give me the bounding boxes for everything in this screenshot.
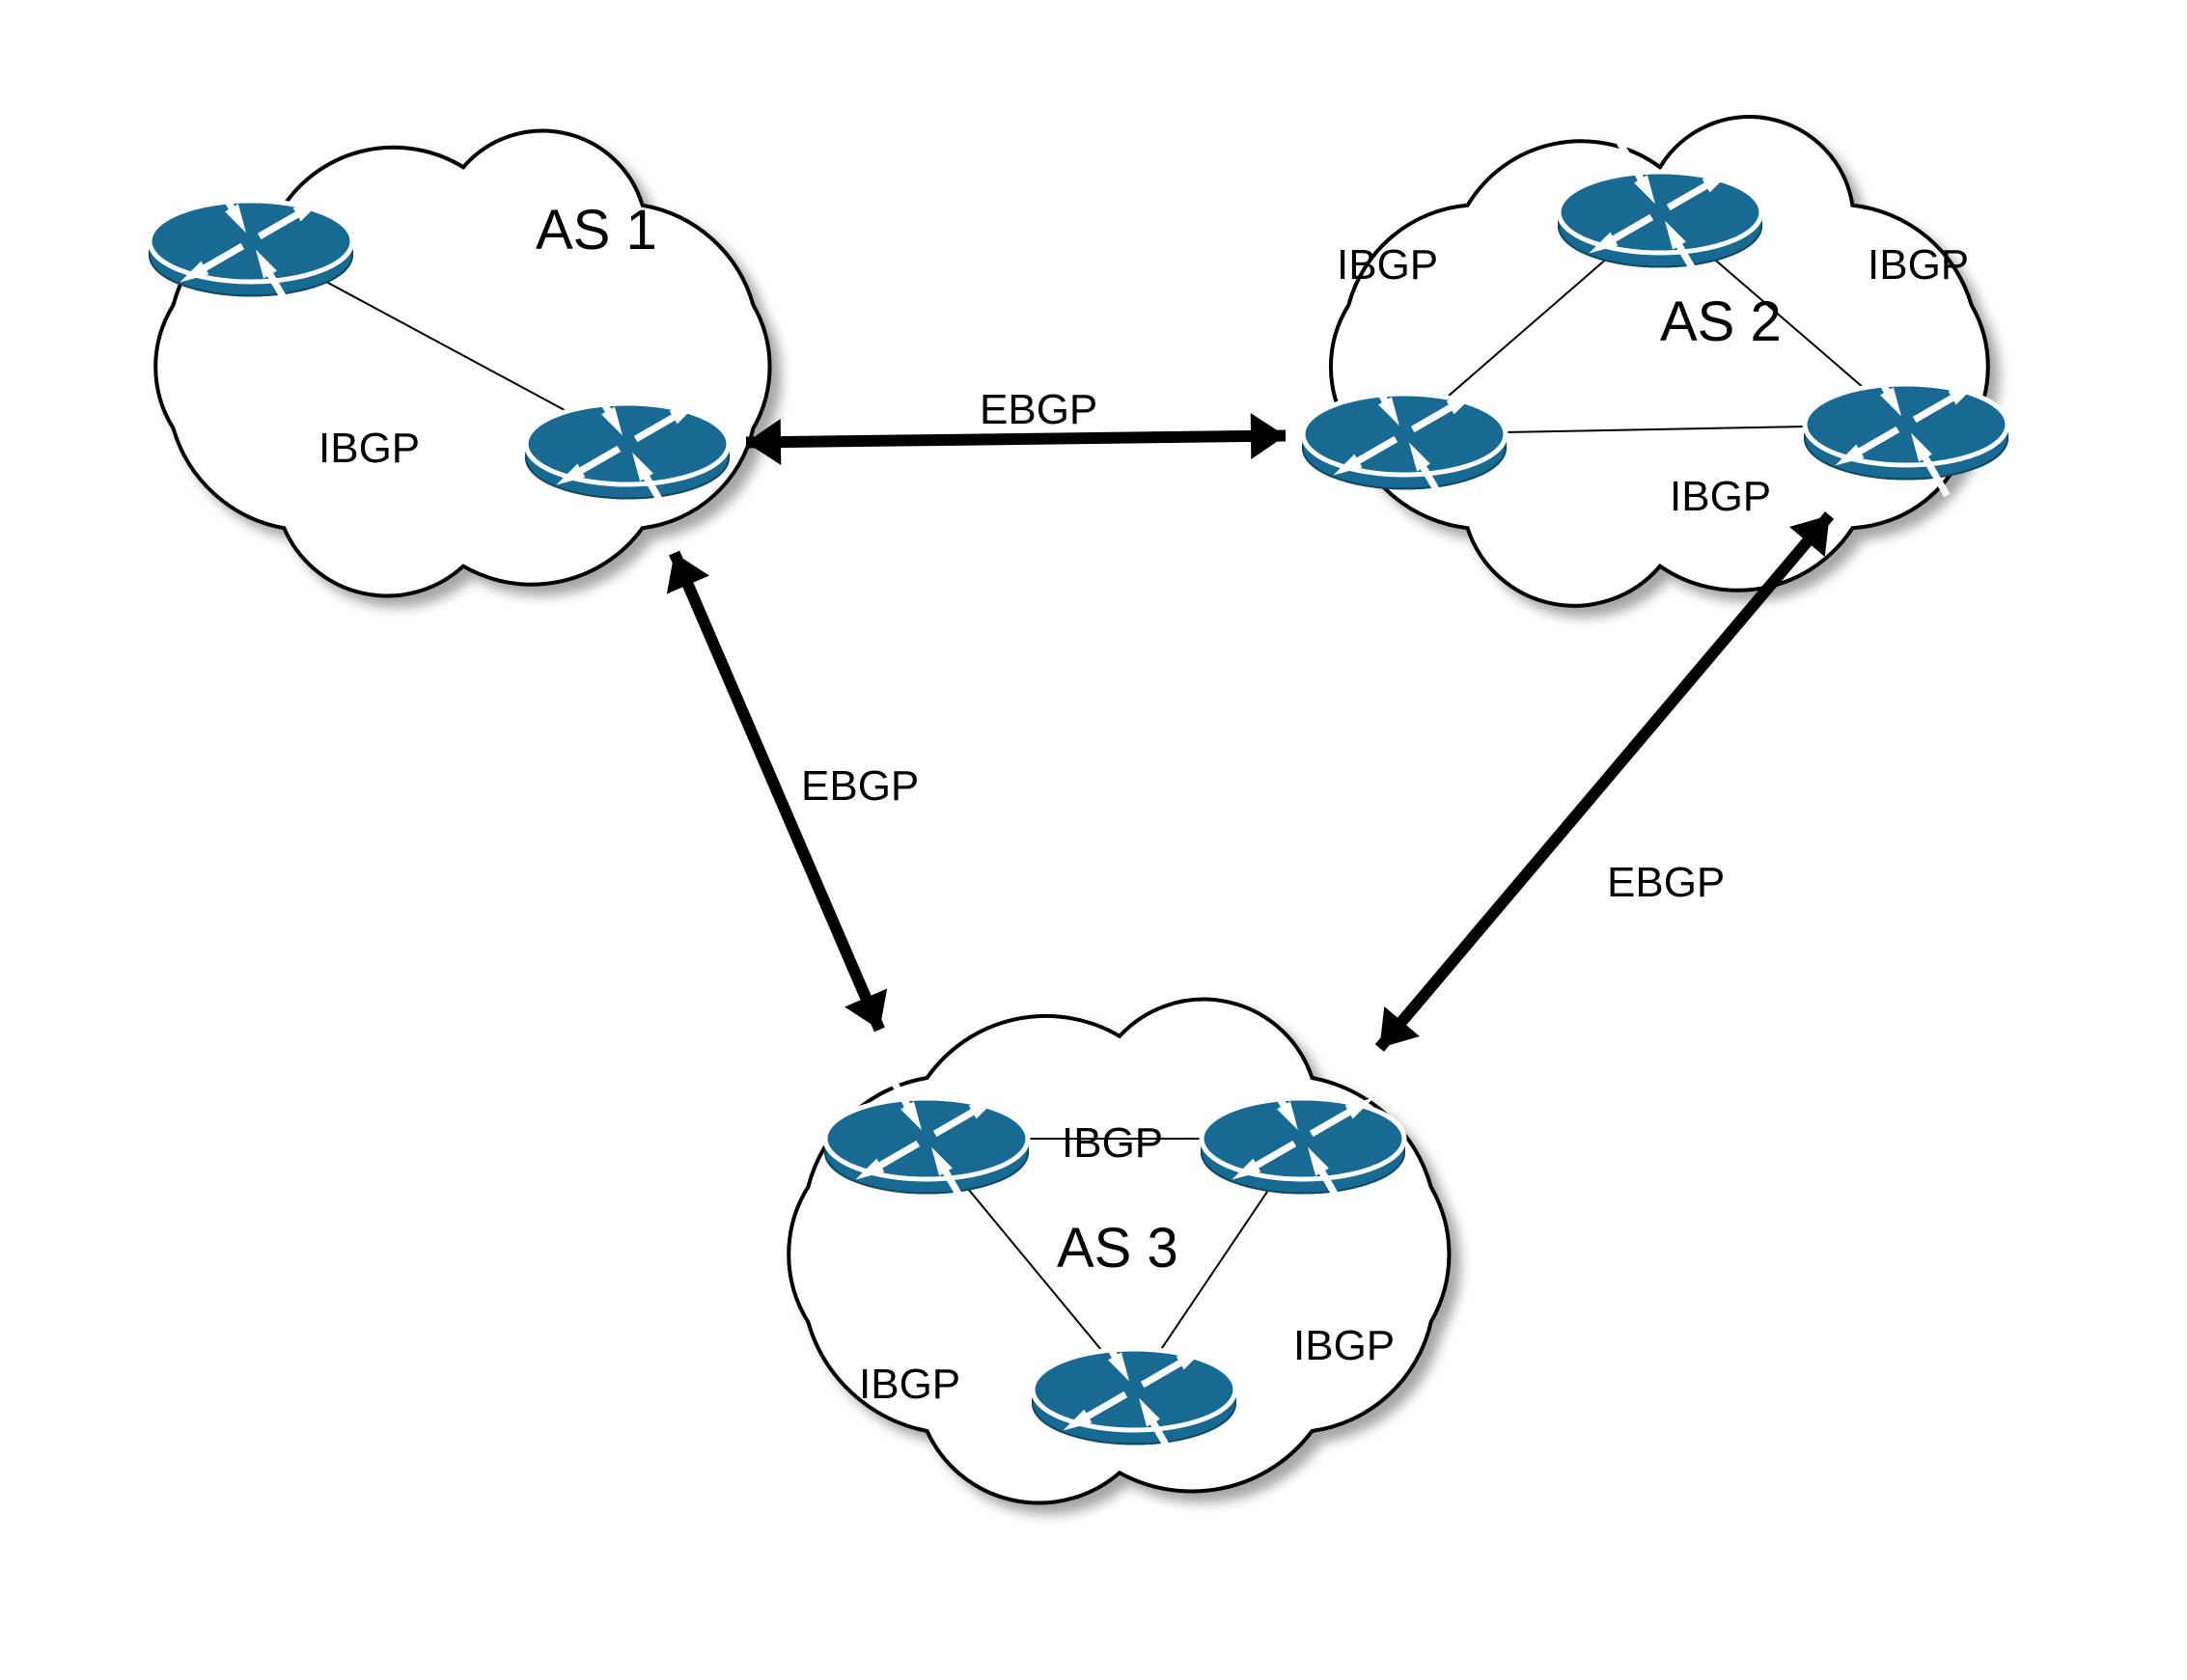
- as-label: AS 2: [1660, 289, 1782, 354]
- as-label: AS 1: [536, 198, 657, 262]
- ibgp-label: IBGP: [1868, 241, 1969, 289]
- ibgp-label: IBGP: [318, 425, 420, 473]
- ebgp-link: [746, 436, 1286, 443]
- ibgp-label: IBGP: [1293, 1322, 1395, 1370]
- ebgp-label: EBGP: [801, 762, 919, 811]
- ibgp-label: IBGP: [1337, 241, 1438, 289]
- ibgp-label: IBGP: [859, 1361, 960, 1409]
- ibgp-label: IBGP: [1670, 473, 1771, 521]
- ebgp-arrowhead: [1251, 413, 1286, 459]
- network-svg: [0, 0, 2187, 1680]
- diagram-canvas: AS 1 AS 2 AS 3 IBGP IBGP IBGP IBGP IBGP IBGP IBGP…: [0, 0, 2187, 1680]
- as-label: AS 3: [1057, 1216, 1178, 1281]
- ebgp-label: EBGP: [1607, 859, 1725, 907]
- ibgp-label: IBGP: [1062, 1119, 1163, 1168]
- ebgp-label: EBGP: [980, 386, 1097, 434]
